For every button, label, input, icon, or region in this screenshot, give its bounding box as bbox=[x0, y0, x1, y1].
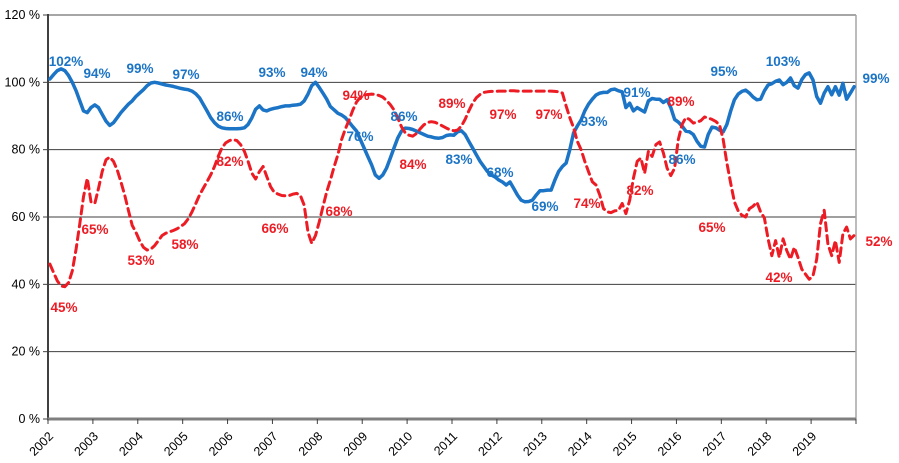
red-dashed-series bbox=[48, 89, 856, 289]
red-dashed-series-label: 82% bbox=[216, 154, 243, 169]
red-dashed-series-label: 94% bbox=[342, 88, 369, 103]
red-dashed-series-label: 89% bbox=[438, 96, 465, 111]
blue-solid-series-label: 76% bbox=[346, 129, 373, 144]
red-dashed-series-label: 82% bbox=[626, 183, 653, 198]
red-dashed-series-label: 89% bbox=[667, 94, 694, 109]
blue-solid-series-label: 86% bbox=[216, 109, 243, 124]
blue-solid-series-label: 86% bbox=[668, 152, 695, 167]
y-tick-label: 20 % bbox=[12, 345, 41, 359]
blue-solid-series-label: 97% bbox=[172, 67, 199, 82]
red-dashed-series-label: 97% bbox=[535, 107, 562, 122]
y-tick-label: 60 % bbox=[12, 210, 41, 224]
blue-solid-series-label: 95% bbox=[710, 64, 737, 79]
blue-solid-series-label: 93% bbox=[580, 114, 607, 129]
y-tick-label: 0 % bbox=[18, 412, 40, 426]
blue-solid-series-label: 94% bbox=[83, 66, 110, 81]
red-dashed-series-label: 74% bbox=[573, 196, 600, 211]
blue-solid-series-label: 83% bbox=[445, 152, 472, 167]
red-dashed-series-label: 65% bbox=[698, 220, 725, 235]
red-dashed-series-label: 58% bbox=[171, 237, 198, 252]
blue-solid-series-label: 68% bbox=[486, 165, 513, 180]
blue-solid-series-label: 86% bbox=[390, 109, 417, 124]
y-tick-label: 120 % bbox=[5, 8, 40, 22]
y-tick-label: 100 % bbox=[5, 75, 40, 89]
blue-solid-series-label: 93% bbox=[258, 65, 285, 80]
red-dashed-series-label: 65% bbox=[81, 222, 108, 237]
blue-solid-series-label: 91% bbox=[623, 85, 650, 100]
red-dashed-series-label: 84% bbox=[399, 157, 426, 172]
red-dashed-series-label: 53% bbox=[127, 253, 154, 268]
red-dashed-series-label: 68% bbox=[325, 204, 352, 219]
red-dashed-series-label: 52% bbox=[865, 234, 892, 249]
blue-solid-series-label: 94% bbox=[300, 65, 327, 80]
blue-solid-series-label: 103% bbox=[766, 54, 801, 69]
blue-solid-series-label: 69% bbox=[531, 199, 558, 214]
red-dashed-series-label: 42% bbox=[765, 270, 792, 285]
red-dashed-series-label: 45% bbox=[50, 300, 77, 315]
blue-solid-series-label: 99% bbox=[126, 61, 153, 76]
y-tick-label: 80 % bbox=[12, 143, 41, 157]
blue-solid-series-label: 99% bbox=[862, 71, 889, 86]
y-tick-label: 40 % bbox=[12, 277, 41, 291]
blue-solid-series-label: 102% bbox=[49, 54, 84, 69]
red-dashed-series-label: 97% bbox=[489, 107, 516, 122]
red-dashed-series-label: 66% bbox=[261, 221, 288, 236]
